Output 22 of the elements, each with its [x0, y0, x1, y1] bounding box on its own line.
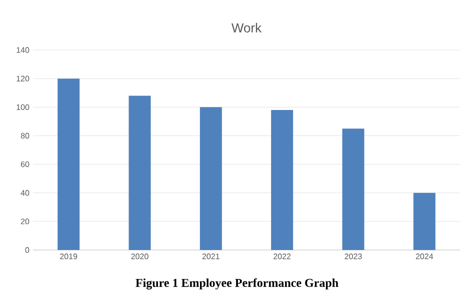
bar: [128, 96, 151, 250]
x-tick-label: 2020: [131, 254, 148, 260]
y-tick-label: 60: [20, 161, 30, 168]
y-tick-label: 140: [16, 47, 30, 53]
chart-title: Work: [232, 22, 262, 32]
bar: [58, 78, 80, 250]
bar: [200, 107, 222, 250]
y-tick-label: 120: [16, 76, 30, 82]
bar: [342, 128, 364, 250]
y-tick-label: 0: [25, 247, 30, 253]
y-tick-label: 100: [16, 104, 30, 110]
x-tick-label: 2019: [60, 254, 78, 260]
x-tick-label: 2021: [202, 254, 220, 260]
y-tick-label: 40: [20, 190, 30, 196]
y-tick-label: 20: [20, 218, 30, 224]
bar: [271, 110, 294, 250]
text: Figure 1 Employee Performance Graph: [136, 278, 338, 290]
bar: [413, 192, 436, 250]
x-tick-label: 2023: [344, 254, 362, 260]
x-tick-label: 2024: [416, 254, 434, 260]
y-tick-label: 80: [20, 132, 30, 139]
x-tick-label: 2022: [274, 254, 291, 260]
